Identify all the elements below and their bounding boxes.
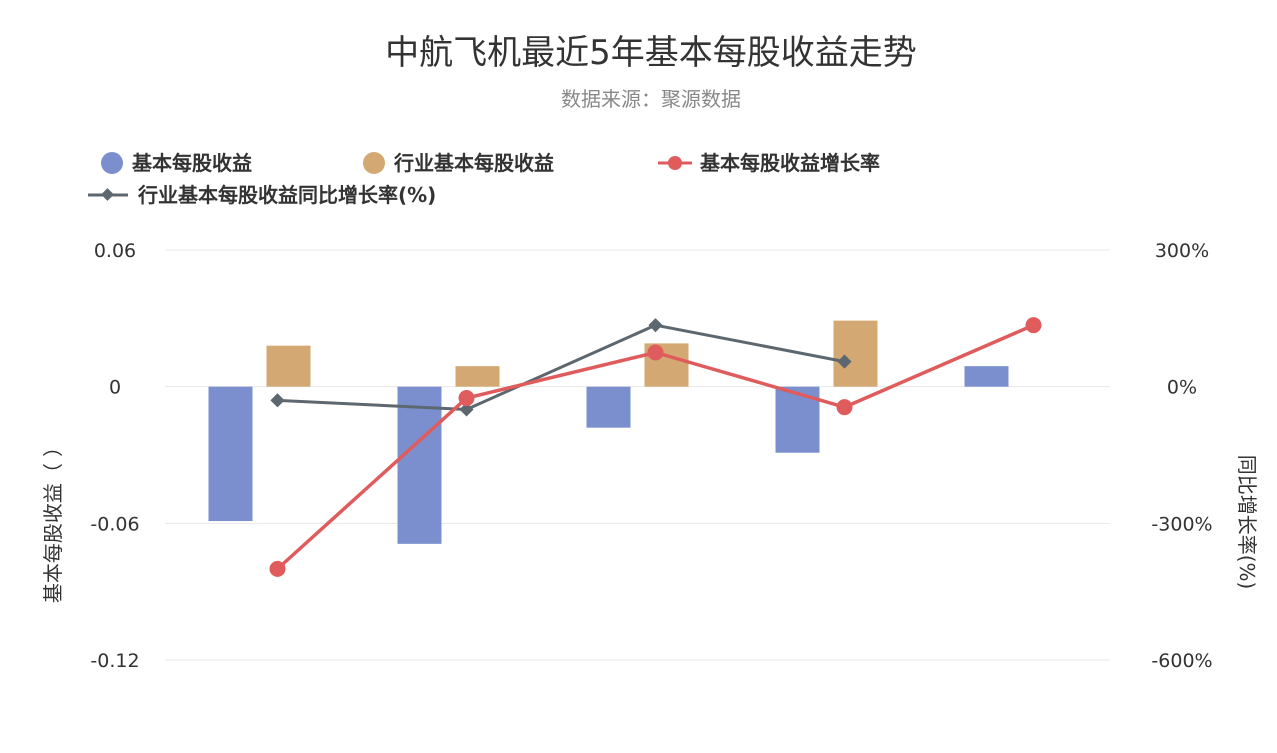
right-tick-label: -300% — [1151, 513, 1212, 535]
line-point — [1025, 317, 1042, 334]
line-point — [648, 318, 663, 333]
chart-subtitle: 数据来源：聚源数据 — [561, 87, 741, 111]
line-point — [837, 354, 852, 369]
line-point — [269, 560, 286, 577]
legend-item: 行业基本每股收益同比增长率(%) — [88, 183, 436, 207]
right-tick-label: -600% — [1151, 650, 1212, 672]
left-tick-label: 0.06 — [94, 240, 136, 262]
line-point — [458, 390, 475, 407]
right-axis-ticks: 300% 0% -300% -600% — [1151, 240, 1212, 672]
series-line — [277, 323, 845, 411]
bar — [397, 386, 442, 544]
line-point — [647, 344, 664, 361]
left-tick-label: 0 — [109, 377, 121, 399]
right-tick-label: 0% — [1167, 377, 1197, 399]
legend-label: 行业基本每股收益同比增长率(%) — [137, 183, 436, 207]
legend-label: 基本每股收益增长率 — [700, 151, 880, 175]
left-axis-label: 基本每股收益（ ） — [41, 437, 65, 603]
legend-marker — [668, 156, 682, 170]
right-tick-label: 300% — [1155, 240, 1209, 262]
grid — [165, 249, 1110, 661]
line-point — [836, 399, 853, 416]
legend-label: 基本每股收益 — [132, 151, 252, 175]
right-axis-label: 同比增长率(%) — [1235, 455, 1259, 590]
bars — [208, 320, 1009, 544]
bar — [586, 386, 631, 428]
left-tick-label: -0.06 — [90, 513, 139, 535]
legend-marker — [101, 152, 123, 174]
line-point — [459, 402, 474, 417]
left-axis-ticks: 0.06 0 -0.06 -0.12 — [90, 240, 139, 672]
legend-marker — [363, 152, 385, 174]
line-point — [270, 393, 285, 408]
bar — [964, 366, 1009, 387]
bar — [455, 366, 500, 387]
lines — [269, 317, 1042, 577]
chart-title: 中航飞机最近5年基本每股收益走势 — [385, 33, 917, 73]
bar — [833, 320, 878, 387]
legend-item: 基本每股收益 — [101, 151, 252, 175]
bar — [266, 345, 311, 387]
left-tick-label: -0.12 — [90, 650, 139, 672]
legend-marker — [101, 188, 114, 201]
legend-item: 基本每股收益增长率 — [658, 151, 880, 175]
legend-label: 行业基本每股收益 — [393, 151, 554, 175]
legend-item: 行业基本每股收益 — [363, 151, 554, 175]
bar — [208, 386, 253, 522]
